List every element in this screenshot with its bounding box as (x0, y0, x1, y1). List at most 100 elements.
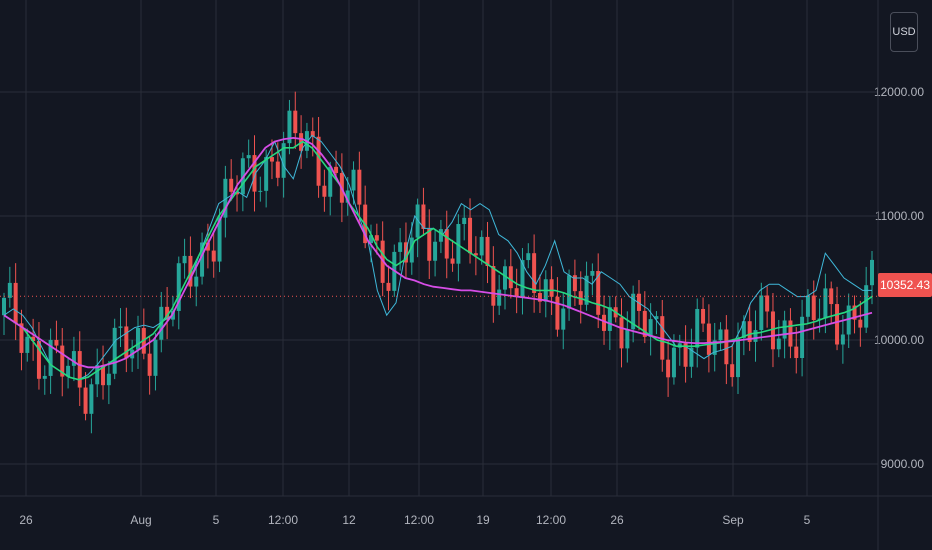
candle-body (561, 308, 566, 330)
candle-body (66, 365, 71, 377)
candle-body (712, 340, 717, 355)
candle-body (293, 110, 298, 134)
candle-body (118, 326, 123, 328)
x-tick-label: 26 (19, 513, 33, 527)
candle-body (584, 275, 589, 305)
candle-body (205, 242, 210, 251)
x-tick-label: 12:00 (536, 513, 566, 527)
candle-body (794, 346, 799, 358)
candle-body (176, 263, 181, 311)
candle-body (77, 351, 82, 388)
candle-body (217, 217, 222, 262)
candle-body (106, 373, 111, 386)
candle-body (351, 169, 356, 191)
candle-body (776, 338, 781, 350)
candle-body (374, 235, 379, 241)
candle-body (805, 295, 810, 317)
candle-body (322, 185, 327, 197)
candle-body (101, 365, 106, 386)
candle-body (369, 235, 374, 244)
candle-body (433, 241, 438, 261)
x-tick-label: 12 (342, 513, 356, 527)
candle-body (736, 337, 741, 378)
candle-body (671, 347, 676, 378)
candle-body (147, 353, 152, 376)
x-tick-label: 5 (804, 513, 811, 527)
x-tick-label: 19 (476, 513, 490, 527)
candle-body (555, 296, 560, 330)
candle-body (537, 292, 542, 302)
candle-body (200, 242, 205, 277)
candle-body (264, 157, 269, 191)
candle-body (13, 282, 18, 324)
candle-body (829, 288, 834, 305)
candle-body (229, 178, 234, 192)
candle-body (718, 329, 723, 341)
x-tick-label: 26 (610, 513, 624, 527)
candle-body (2, 297, 6, 316)
candle-body (310, 131, 315, 137)
candle-body (398, 242, 403, 252)
candle-body (415, 204, 420, 238)
candle-body (7, 282, 12, 298)
candle-body (223, 178, 228, 218)
candle-body (54, 339, 59, 346)
candle-body (421, 204, 426, 229)
y-tick-label: 12000.00 (874, 85, 924, 99)
candle-body (683, 343, 688, 367)
candle-body (636, 293, 641, 311)
candle-body (654, 316, 659, 320)
candle-body (275, 161, 280, 178)
candle-body (258, 190, 263, 192)
candle-body (770, 311, 775, 350)
candle-body (48, 339, 53, 376)
candle-body (619, 317, 624, 349)
candle-body (572, 275, 577, 292)
candle-body (730, 364, 735, 378)
candle-body (502, 266, 507, 290)
candle-body (36, 341, 41, 379)
candle-body (83, 387, 88, 414)
candle-body (689, 347, 694, 367)
candle-body (427, 228, 432, 261)
candle-body (444, 229, 449, 259)
indicator-layer (0, 134, 878, 381)
candle-body (281, 143, 286, 178)
currency-button[interactable]: USD (890, 12, 918, 52)
candle-body (409, 237, 414, 263)
candle-body (800, 316, 805, 358)
candle-body (153, 339, 158, 376)
x-tick-label: 5 (213, 513, 220, 527)
candle-body (753, 330, 758, 342)
candle-body (456, 224, 461, 264)
candle-body (648, 319, 653, 337)
candle-body (235, 191, 240, 195)
candle-body (870, 259, 874, 286)
candle-body (666, 359, 671, 378)
candle-body (25, 336, 30, 353)
candle-body (590, 271, 595, 276)
candle-body (508, 266, 513, 289)
candle-body (491, 266, 496, 306)
candle-body (31, 336, 36, 342)
candle-body (782, 320, 787, 339)
candle-body (532, 253, 537, 293)
candle-body (514, 288, 519, 297)
candle-body (357, 169, 362, 205)
candle-body (287, 110, 292, 144)
candle-body (124, 326, 129, 359)
candle-body (71, 351, 76, 366)
candle-body (724, 329, 729, 365)
x-tick-label: 12:00 (268, 513, 298, 527)
candle-layer (2, 91, 874, 434)
candle-body (642, 310, 647, 337)
candle-body (765, 295, 770, 312)
candle-body (520, 260, 525, 297)
candle-body (567, 275, 572, 309)
candle-body (386, 282, 391, 291)
candle-body (462, 217, 467, 225)
candle-body (316, 136, 321, 186)
y-tick-label: 11000.00 (875, 209, 924, 223)
